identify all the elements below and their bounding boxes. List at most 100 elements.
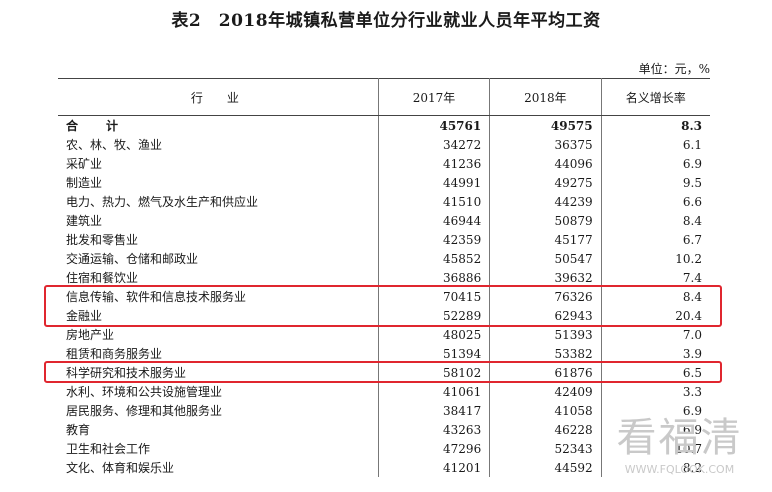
cell-2017: 34272 — [378, 135, 491, 154]
cell-growth: 20.4 — [675, 308, 702, 323]
cell-industry: 电力、热力、燃气及水生产和供应业 — [58, 192, 379, 211]
cell-2017: 46944 — [378, 211, 491, 230]
cell-growth: 7.0 — [682, 327, 702, 342]
cell-2018: 44239 — [489, 192, 602, 211]
highlight-box-it-finance — [44, 285, 722, 327]
cell-2017: 41201 — [378, 458, 491, 477]
table-row: 批发和零售业 42359 45177 6.7 — [58, 230, 710, 249]
cell-industry: 住宿和餐饮业 — [58, 268, 379, 287]
watermark: 看福清 WWW.FQLOOK.COM — [607, 405, 752, 476]
cell-2018: 50879 — [489, 211, 602, 230]
cell-2018: 44096 — [489, 154, 602, 173]
cell-growth: 9.5 — [682, 175, 702, 190]
table-row: 交通运输、仓储和邮政业 45852 50547 10.2 — [58, 249, 710, 268]
cell-growth: 10.2 — [675, 251, 702, 266]
cell-growth: 6.1 — [682, 137, 702, 152]
cell-industry: 农、林、牧、渔业 — [58, 135, 379, 154]
cell-industry: 信息传输、软件和信息技术服务业 — [58, 287, 379, 306]
cell-industry: 批发和零售业 — [58, 230, 379, 249]
table-row: 居民服务、修理和其他服务业 38417 41058 6.9 — [58, 401, 710, 420]
cell-2018: 46228 — [489, 420, 602, 439]
cell-2018: 49275 — [489, 173, 602, 192]
cell-2017: 70415 — [378, 287, 491, 306]
table-row: 建筑业 46944 50879 8.4 — [58, 211, 710, 230]
table-row: 租赁和商务服务业 51394 53382 3.9 — [58, 344, 710, 363]
header-industry: 行 业 — [58, 78, 379, 116]
cell-growth: 10.7 — [675, 441, 702, 456]
table-row: 住宿和餐饮业 36886 39632 7.4 — [58, 268, 710, 287]
cell-2017: 47296 — [378, 439, 491, 458]
cell-growth: 6.9 — [682, 156, 702, 171]
cell-industry: 制造业 — [58, 173, 379, 192]
cell-2018: 76326 — [489, 287, 602, 306]
cell-growth: 7.4 — [682, 270, 702, 285]
cell-industry: 卫生和社会工作 — [58, 439, 379, 458]
table-row: 电力、热力、燃气及水生产和供应业 41510 44239 6.6 — [58, 192, 710, 211]
cell-2017: 51394 — [378, 344, 491, 363]
cell-growth: 3.3 — [682, 384, 702, 399]
table-row: 信息传输、软件和信息技术服务业 70415 76326 8.4 — [58, 287, 710, 306]
header-growth: 名义增长率 — [601, 78, 710, 116]
cell-2018: 39632 — [489, 268, 602, 287]
cell-2018: 41058 — [489, 401, 602, 420]
cell-growth: 6.9 — [682, 422, 702, 437]
cell-2017: 45761 — [378, 115, 491, 135]
cell-2017: 52289 — [378, 306, 491, 325]
cell-growth: 6.9 — [682, 403, 702, 418]
cell-2017: 44991 — [378, 173, 491, 192]
cell-industry: 采矿业 — [58, 154, 379, 173]
watermark-logo: 看福清 — [616, 415, 743, 461]
unit-note: 单位：元，% — [638, 62, 710, 76]
table-row: 制造业 44991 49275 9.5 — [58, 173, 710, 192]
table-row: 卫生和社会工作 47296 52343 10.7 — [58, 439, 710, 458]
cell-industry: 金融业 — [58, 306, 379, 325]
cell-2017: 58102 — [378, 363, 491, 382]
table-row-total: 合 计 45761 49575 8.3 — [58, 115, 710, 135]
highlight-box-research — [44, 361, 722, 383]
cell-2017: 42359 — [378, 230, 491, 249]
cell-2017: 41236 — [378, 154, 491, 173]
table-row: 文化、体育和娱乐业 41201 44592 8.2 — [58, 458, 710, 477]
cell-growth: 8.2 — [682, 460, 702, 475]
table-row: 水利、环境和公共设施管理业 41061 42409 3.3 — [58, 382, 710, 401]
cell-2018: 42409 — [489, 382, 602, 401]
cell-2017: 41510 — [378, 192, 491, 211]
cell-2018: 53382 — [489, 344, 602, 363]
cell-industry: 租赁和商务服务业 — [58, 344, 379, 363]
cell-growth: 8.3 — [681, 118, 702, 133]
cell-2018: 49575 — [489, 115, 602, 135]
cell-growth: 8.4 — [682, 213, 702, 228]
cell-2018: 61876 — [489, 363, 602, 382]
cell-industry: 交通运输、仓储和邮政业 — [58, 249, 379, 268]
cell-industry: 居民服务、修理和其他服务业 — [58, 401, 379, 420]
header-2018: 2018年 — [489, 78, 602, 116]
cell-industry: 水利、环境和公共设施管理业 — [58, 382, 379, 401]
cell-2018: 52343 — [489, 439, 602, 458]
cell-growth: 6.5 — [682, 365, 702, 380]
table-row: 房地产业 48025 51393 7.0 — [58, 325, 710, 344]
cell-2017: 48025 — [378, 325, 491, 344]
cell-industry: 房地产业 — [58, 325, 379, 344]
table-row: 农、林、牧、渔业 34272 36375 6.1 — [58, 135, 710, 154]
table-row: 采矿业 41236 44096 6.9 — [58, 154, 710, 173]
header-row: 行 业 2017年 2018年 名义增长率 — [58, 78, 710, 116]
cell-industry: 建筑业 — [58, 211, 379, 230]
cell-growth: 6.6 — [682, 194, 702, 209]
cell-2017: 38417 — [378, 401, 491, 420]
cell-2017: 41061 — [378, 382, 491, 401]
wage-table: 行 业 2017年 2018年 名义增长率 合 计 45761 49575 8.… — [58, 78, 710, 477]
cell-2018: 45177 — [489, 230, 602, 249]
cell-2018: 44592 — [489, 458, 602, 477]
watermark-url: WWW.FQLOOK.COM — [624, 463, 735, 476]
cell-2017: 45852 — [378, 249, 491, 268]
table-row: 教育 43263 46228 6.9 — [58, 420, 710, 439]
cell-2018: 51393 — [489, 325, 602, 344]
header-2017: 2017年 — [378, 78, 491, 116]
cell-industry: 文化、体育和娱乐业 — [58, 458, 379, 477]
cell-2018: 62943 — [489, 306, 602, 325]
cell-industry: 教育 — [58, 420, 379, 439]
cell-2017: 43263 — [378, 420, 491, 439]
cell-2018: 50547 — [489, 249, 602, 268]
cell-2018: 36375 — [489, 135, 602, 154]
cell-growth: 3.9 — [682, 346, 702, 361]
